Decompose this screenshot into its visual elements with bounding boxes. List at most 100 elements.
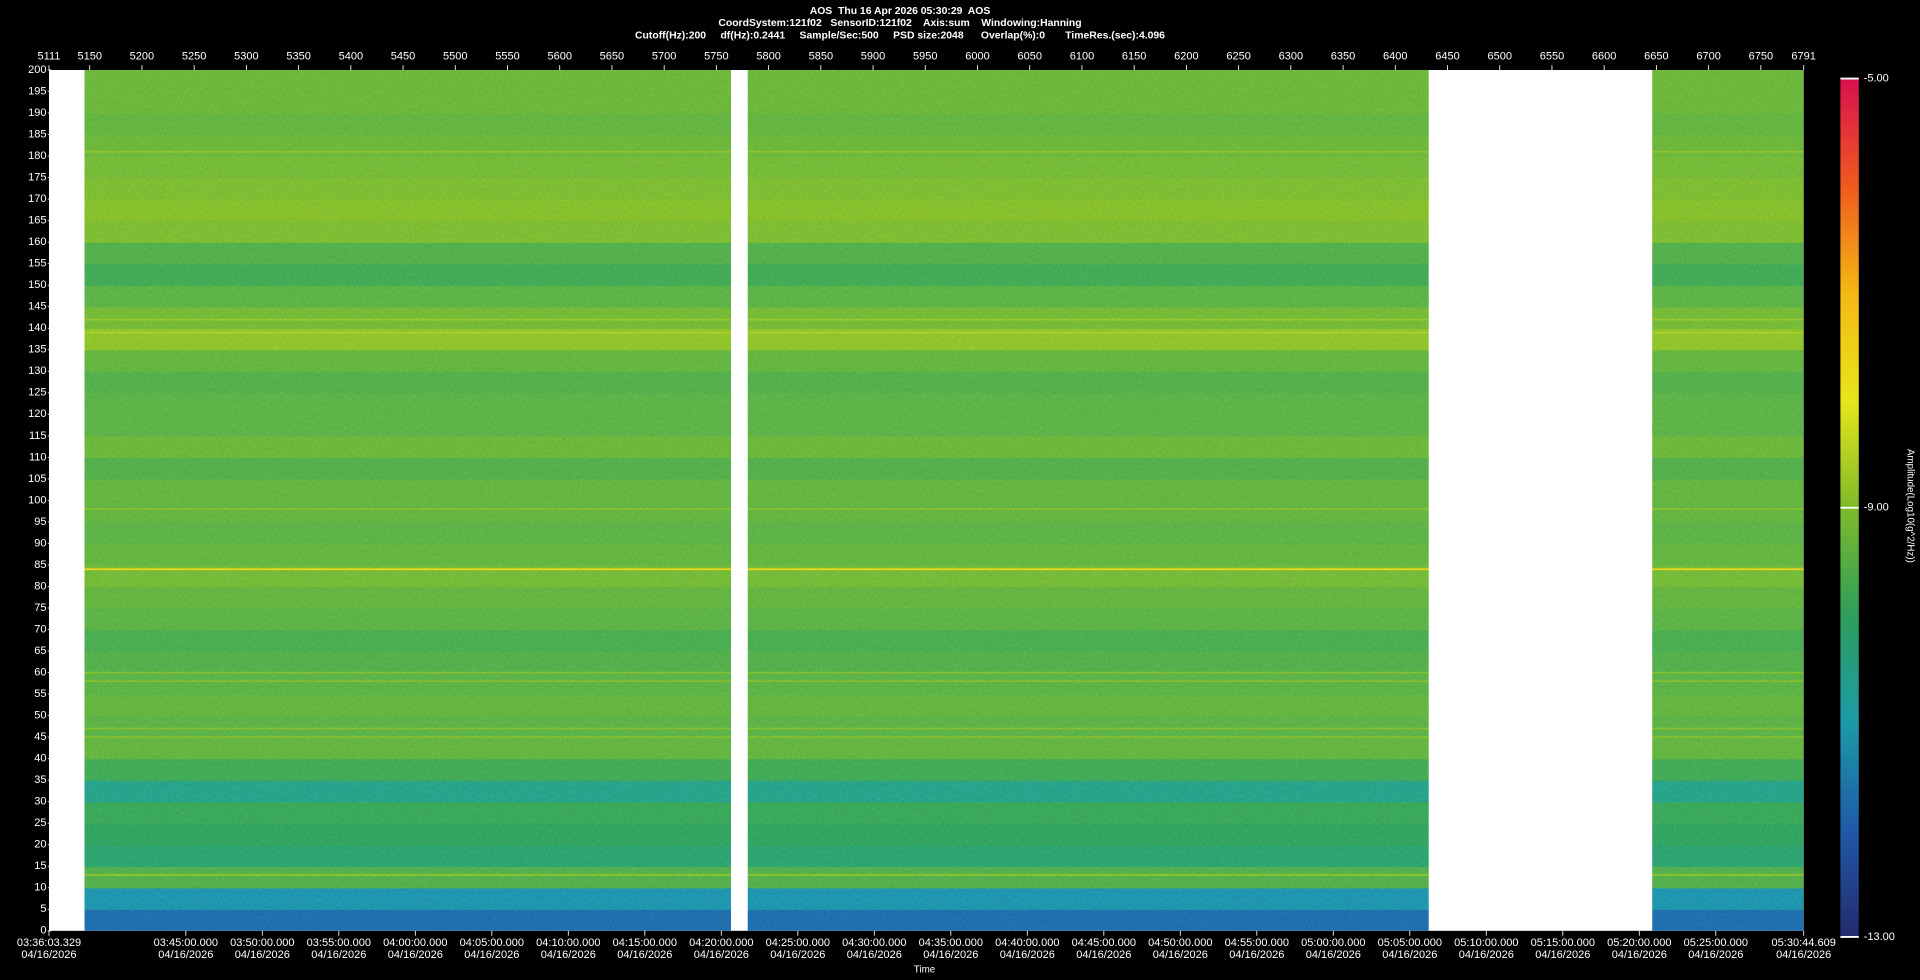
colorbar-tick-label: -13.00	[1864, 931, 1895, 943]
x-tick-label: 5650	[600, 50, 625, 62]
x-tick-label: 5700	[652, 50, 677, 62]
time-tick-date: 04/16/2026	[541, 949, 596, 961]
x-tick-label: 6400	[1383, 50, 1408, 62]
y-tick-label: 190	[28, 107, 46, 119]
x-tick-label: 5950	[913, 50, 938, 62]
x-tick-label: 5850	[809, 50, 834, 62]
x-tick-label: 6200	[1174, 50, 1199, 62]
time-tick-label: 05:00:00.000	[1301, 937, 1365, 949]
y-tick-label: 30	[34, 796, 46, 808]
time-tick-label: 04:10:00.000	[536, 937, 600, 949]
x-tick-label: 5200	[130, 50, 155, 62]
x-tick-label: 5750	[704, 50, 729, 62]
y-tick-label: 140	[28, 322, 46, 334]
x-tick-label: 5550	[495, 50, 520, 62]
y-tick-label: 100	[28, 494, 46, 506]
y-tick-label: 95	[34, 516, 46, 528]
x-tick-label: 6500	[1487, 50, 1512, 62]
time-tick-date: 04/16/2026	[694, 949, 749, 961]
y-tick-label: 5	[40, 903, 46, 915]
time-tick-date: 04/16/2026	[1229, 949, 1284, 961]
y-tick-label: 90	[34, 537, 46, 549]
y-tick-label: 175	[28, 172, 46, 184]
y-tick-label: 125	[28, 387, 46, 399]
x-tick-label: 6050	[1017, 50, 1042, 62]
time-tick-date: 04/16/2026	[1306, 949, 1361, 961]
time-tick-date: 04/16/2026	[847, 949, 902, 961]
x-tick-label: 6650	[1644, 50, 1669, 62]
x-tick-label: 5800	[756, 50, 781, 62]
x-tick-label: 6100	[1070, 50, 1095, 62]
chart-parameters: Cutoff(Hz):200 df(Hz):0.2441 Sample/Sec:…	[635, 30, 1165, 41]
time-tick-date: 04/16/2026	[311, 949, 366, 961]
chart-title: AOS Thu 16 Apr 2026 05:30:29 AOS	[810, 6, 991, 17]
y-tick-label: 155	[28, 258, 46, 270]
time-tick-date: 04/16/2026	[235, 949, 290, 961]
time-tick-label: 04:45:00.000	[1072, 937, 1136, 949]
x-axis-title: Time	[914, 965, 935, 976]
y-tick-label: 130	[28, 365, 46, 377]
y-tick-label: 75	[34, 602, 46, 614]
time-tick-label: 03:45:00.000	[154, 937, 218, 949]
x-tick-label: 6150	[1122, 50, 1147, 62]
x-tick-label: 5500	[443, 50, 468, 62]
time-tick-date: 04/16/2026	[923, 949, 978, 961]
y-tick-label: 25	[34, 817, 46, 829]
y-tick-label: 60	[34, 666, 46, 678]
x-tick-label: 6750	[1749, 50, 1774, 62]
y-tick-label: 35	[34, 774, 46, 786]
x-tick-label: 6300	[1279, 50, 1304, 62]
x-tick-label: 5900	[861, 50, 886, 62]
x-tick-label: 6550	[1540, 50, 1565, 62]
y-tick-label: 185	[28, 128, 46, 140]
time-tick-label: 04:05:00.000	[460, 937, 524, 949]
time-tick-label: 03:36:03.329	[17, 937, 81, 949]
time-tick-date: 04/16/2026	[1000, 949, 1055, 961]
y-tick-label: 180	[28, 150, 46, 162]
y-tick-label: 160	[28, 236, 46, 248]
y-tick-label: 110	[29, 451, 47, 463]
time-tick-date: 04/16/2026	[388, 949, 443, 961]
time-tick-label: 05:30:44.609	[1772, 937, 1836, 949]
colorbar-tick-label: -9.00	[1864, 502, 1889, 514]
x-tick-label: 6450	[1435, 50, 1460, 62]
x-tick-label: 6000	[965, 50, 990, 62]
time-tick-date: 04/16/2026	[770, 949, 825, 961]
time-tick-label: 04:50:00.000	[1148, 937, 1212, 949]
x-tick-label: 5400	[339, 50, 364, 62]
time-tick-label: 03:50:00.000	[230, 937, 294, 949]
time-tick-label: 05:15:00.000	[1531, 937, 1595, 949]
x-tick-label: 5300	[234, 50, 259, 62]
y-tick-label: 40	[34, 753, 46, 765]
x-tick-label: 6791	[1791, 50, 1816, 62]
y-tick-label: 20	[34, 839, 46, 851]
time-tick-label: 05:10:00.000	[1454, 937, 1518, 949]
x-tick-label: 5600	[547, 50, 572, 62]
time-tick-date: 04/16/2026	[1688, 949, 1743, 961]
time-tick-date: 04/16/2026	[1459, 949, 1514, 961]
time-tick-label: 04:15:00.000	[613, 937, 677, 949]
time-tick-label: 05:20:00.000	[1607, 937, 1671, 949]
time-tick-label: 04:55:00.000	[1225, 937, 1289, 949]
y-tick-label: 105	[28, 473, 46, 485]
time-tick-label: 04:25:00.000	[766, 937, 830, 949]
y-tick-label: 10	[34, 882, 46, 894]
x-tick-label: 6600	[1592, 50, 1617, 62]
time-tick-date: 04/16/2026	[1382, 949, 1437, 961]
time-tick-label: 04:20:00.000	[689, 937, 753, 949]
time-tick-date: 04/16/2026	[1612, 949, 1667, 961]
y-tick-label: 195	[28, 85, 46, 97]
y-tick-label: 145	[28, 301, 46, 313]
y-tick-label: 70	[34, 623, 46, 635]
time-tick-label: 04:40:00.000	[995, 937, 1059, 949]
x-tick-label: 5450	[391, 50, 416, 62]
time-tick-date: 04/16/2026	[617, 949, 672, 961]
x-tick-label: 5111	[38, 50, 61, 62]
y-tick-label: 120	[28, 408, 46, 420]
chart-subtitle: CoordSystem:121f02 SensorID:121f02 Axis:…	[718, 18, 1081, 29]
y-tick-label: 55	[34, 688, 46, 700]
time-tick-date: 04/16/2026	[21, 949, 76, 961]
x-tick-label: 5350	[286, 50, 311, 62]
